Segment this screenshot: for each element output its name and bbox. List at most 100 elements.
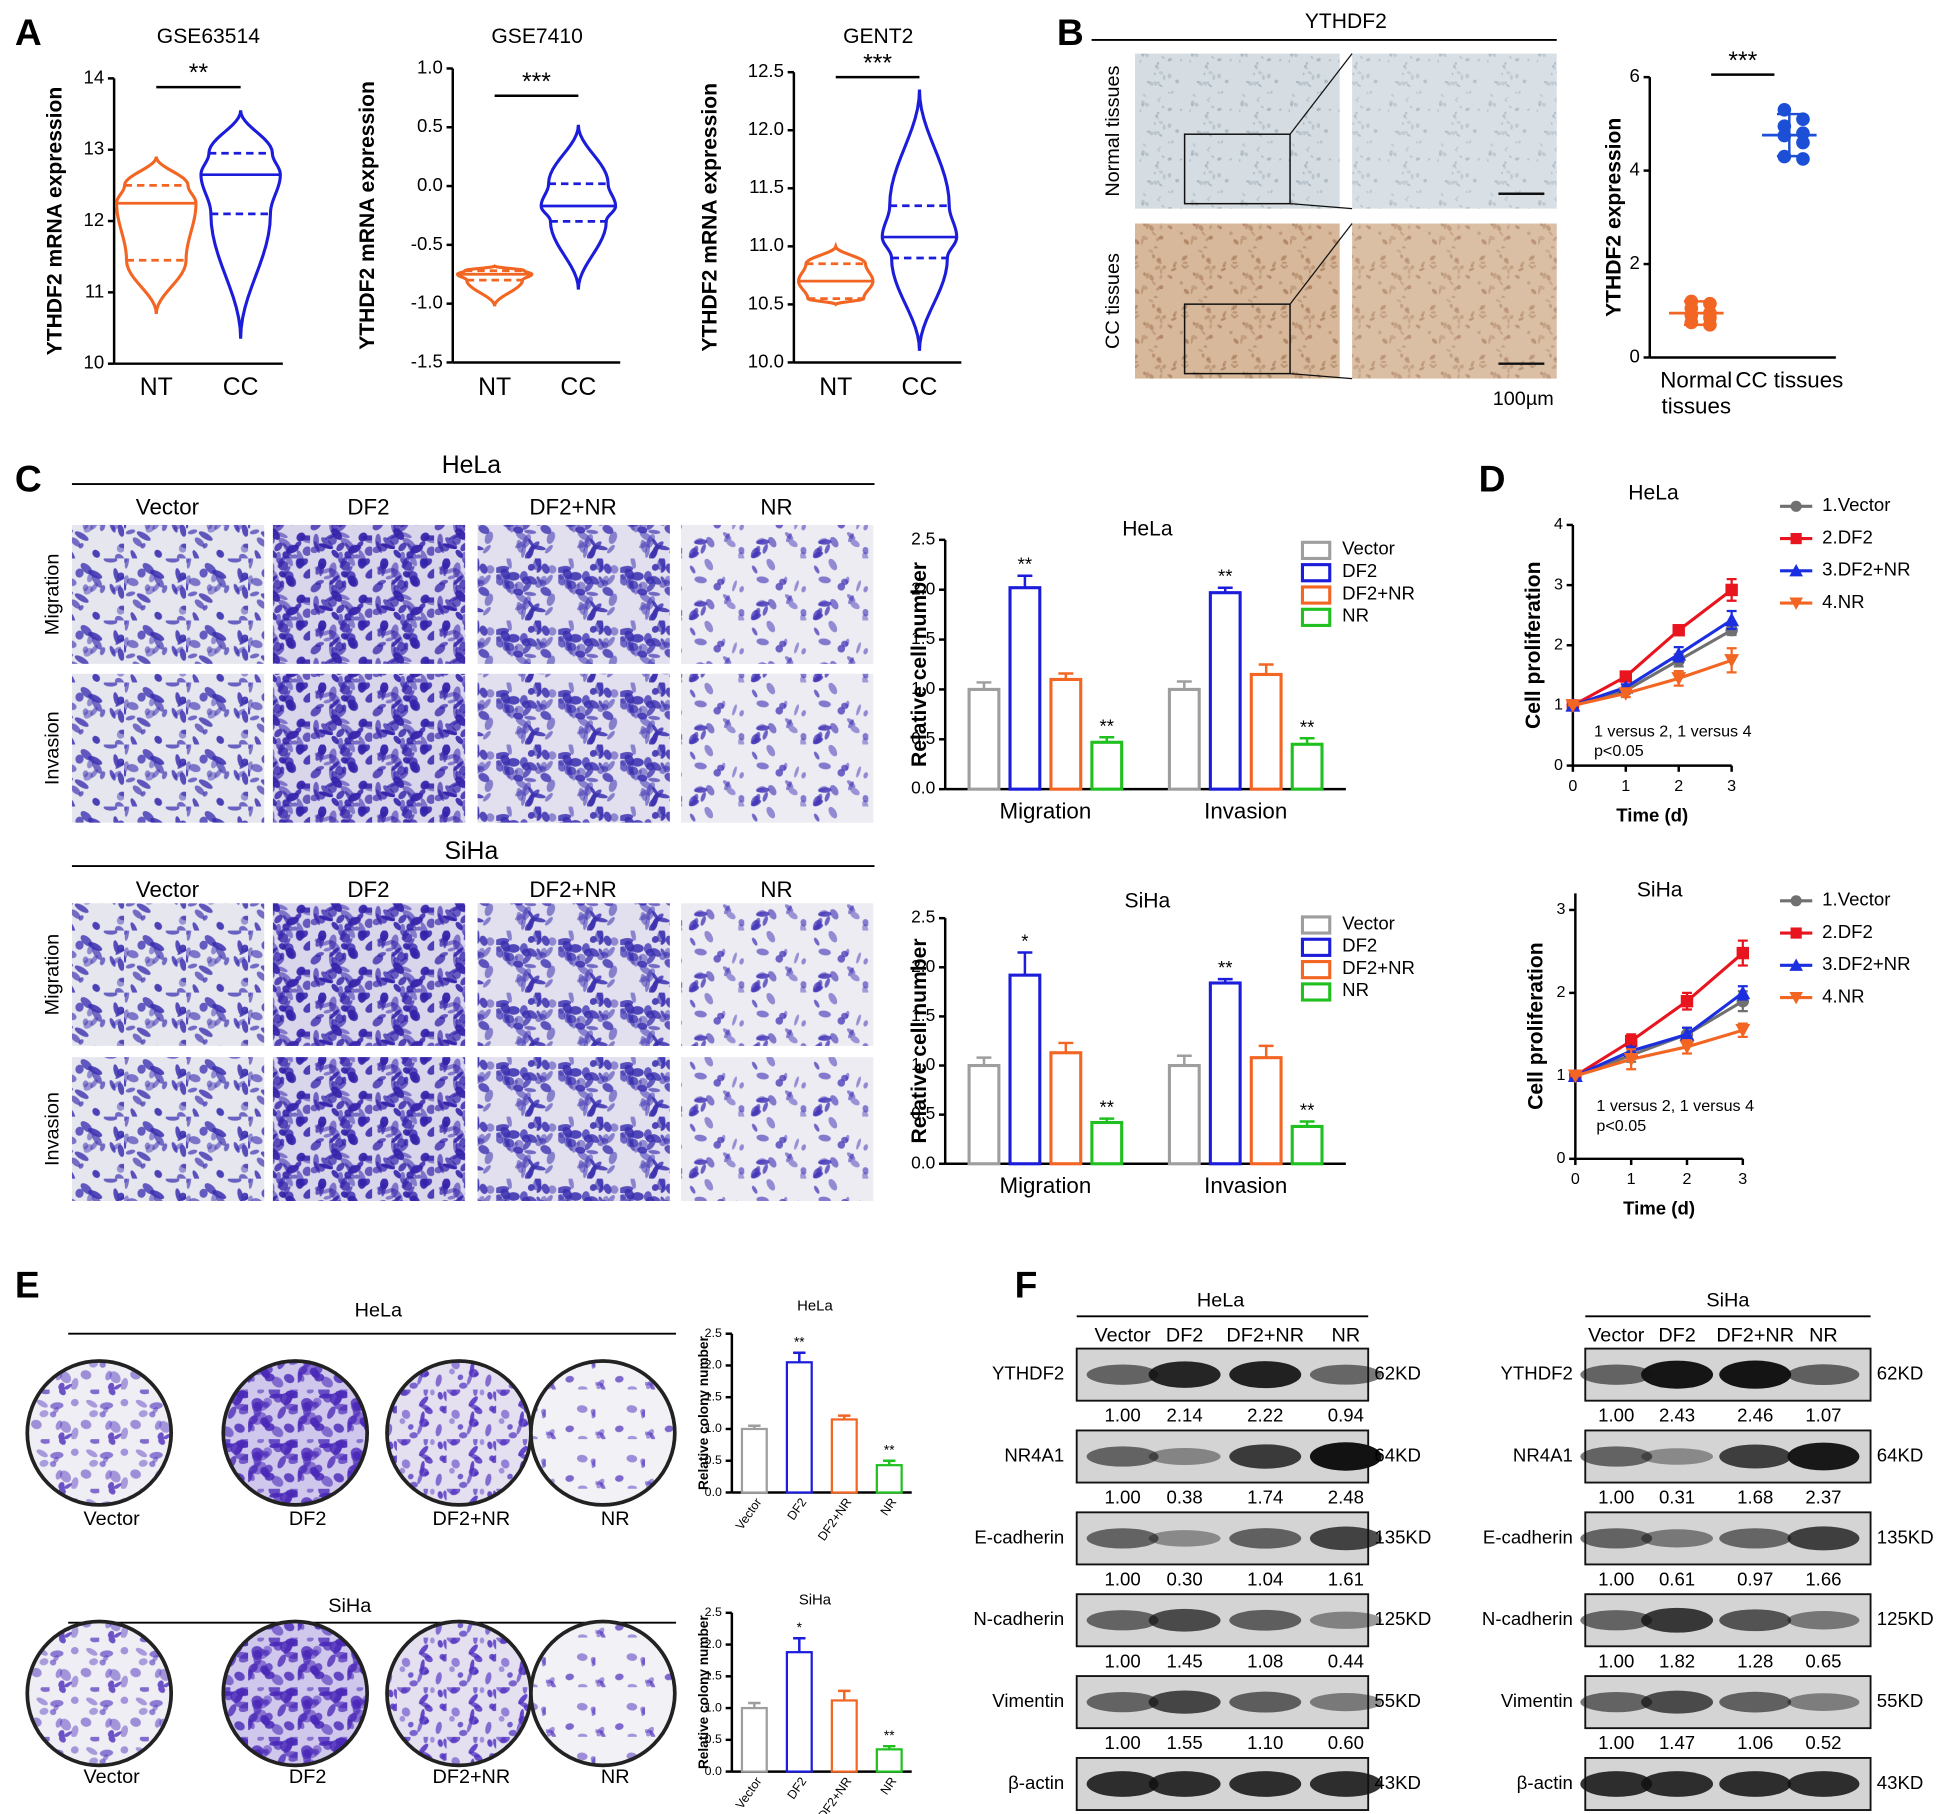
row-label: CC tissues [1102,253,1124,349]
band [1580,1528,1653,1549]
error-bar [1299,1120,1315,1127]
x-tick-label: NT [140,374,173,401]
x-axis-label: Time (d) [1616,804,1688,825]
legend-swatch [1300,563,1332,583]
micrograph [680,1057,874,1201]
band [1309,1526,1382,1551]
band [1787,1364,1860,1386]
x-tick-label: 1 [1627,1170,1636,1188]
y-tick-label: 2 [1630,252,1640,273]
error-bar [1258,663,1274,675]
lane-label: NR [1809,1324,1838,1346]
column-label: Vector [84,1508,141,1530]
band [1086,1771,1159,1797]
y-tick-label: 11 [85,280,104,301]
quant-value: 0.44 [1328,1650,1364,1671]
quant-value: 1.74 [1247,1487,1283,1508]
significance: *** [1728,48,1757,75]
quant-value: 1.61 [1328,1568,1364,1589]
legend-label: Vector [1342,912,1395,933]
column-label: NR [601,1766,630,1788]
quant-value: 2.46 [1737,1405,1773,1426]
y-tick-label: 1.0 [417,56,443,77]
y-axis-label: YTHDF2 mRNA expression [356,81,379,350]
y-tick-label: 1.0 [705,1421,722,1435]
y-tick-label: 2.0 [705,1637,722,1651]
panel-label: F [1015,1264,1038,1306]
legend-label: DF2 [1342,935,1377,956]
significance: ** [1300,1100,1314,1121]
error-bar [1217,586,1233,593]
legend-swatch [1300,607,1332,627]
quant-value: 2.37 [1805,1487,1841,1508]
column-label: DF2 [289,1766,326,1788]
marker [1679,1026,1695,1041]
annotation: 1 versus 2, 1 versus 4 [1596,1097,1754,1115]
error-bar [793,1636,806,1653]
y-tick-label: 10.0 [748,350,784,371]
micrograph [71,673,265,823]
band [1309,1611,1382,1629]
quant-value: 0.60 [1328,1732,1364,1753]
dish [529,1619,677,1768]
x-tick-label: CC [902,374,938,401]
y-tick-label: 0.5 [911,728,935,748]
band [1641,1529,1714,1548]
y-tick-label: 2.0 [705,1358,722,1372]
line [1572,658,1733,707]
y-tick-label: 3 [1556,900,1565,918]
quant-value: 0.52 [1805,1732,1841,1753]
bar [1208,981,1242,1166]
row-label: Migration [42,934,64,1016]
y-tick-label: 4 [1554,515,1563,533]
micrograph-zoom [1352,53,1557,209]
column-label: NR [760,495,792,520]
y-tick-label: 0.0 [705,1485,722,1499]
annotation: p<0.05 [1594,742,1644,760]
protein-label: YTHDF2 [992,1363,1064,1384]
error-bar [1017,951,1033,976]
band [1580,1446,1653,1467]
y-tick-label: 11.5 [749,176,784,197]
marker [1736,946,1750,960]
band [1148,1361,1221,1388]
bar [740,1427,768,1494]
quant-value: 1.04 [1247,1568,1283,1589]
legend-label: 2.DF2 [1822,526,1873,547]
quant-value: 1.06 [1737,1732,1773,1753]
y-tick-label: 0.5 [705,1732,722,1746]
size-label: 64KD [1374,1444,1421,1465]
band [1641,1607,1714,1633]
y-axis-label: Relative colony number [696,1615,711,1769]
bar [1049,1051,1083,1166]
bar [785,1651,813,1773]
y-tick-label: 6 [1630,65,1640,86]
row-label: Normal tissues [1102,65,1124,196]
scale-label: 100µm [1493,388,1554,410]
legend-marker [1790,533,1802,545]
bar [875,1464,903,1494]
x-tick-label: 2 [1683,1170,1692,1188]
lane-label: DF2+NR [1226,1324,1304,1346]
y-tick-label: 0.0 [705,1764,722,1778]
error-bar [1258,1044,1274,1058]
legend-label: 3.DF2+NR [1822,559,1910,580]
x-tick-label: DF2+NR [815,1495,854,1543]
band [1719,1444,1792,1469]
legend-label: 3.DF2+NR [1822,953,1910,974]
band [1787,1693,1860,1711]
quant-value: 1.28 [1737,1650,1773,1671]
legend-marker [1790,500,1802,512]
band [1719,1360,1792,1389]
micrograph-zoom [1352,223,1557,379]
quant-value: 1.00 [1598,1487,1634,1508]
micrograph [272,1057,466,1201]
protein-label: NR4A1 [1513,1444,1573,1465]
panel-label: A [15,11,42,53]
y-tick-label: 10 [84,352,105,373]
bar [1049,677,1083,791]
significance: *** [522,69,551,96]
x-tick-label: 1 [1621,777,1630,795]
y-tick-label: 0.0 [911,1152,935,1172]
dish [529,1359,677,1507]
